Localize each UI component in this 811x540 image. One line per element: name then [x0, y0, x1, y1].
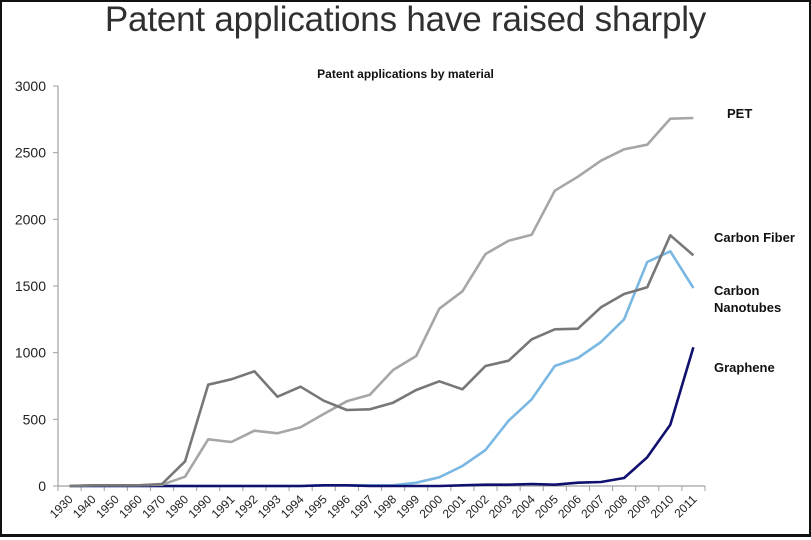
x-tick-label: 2001 — [440, 492, 469, 521]
x-tick-label: 1994 — [278, 492, 307, 521]
y-tick-label: 1500 — [15, 278, 46, 294]
x-tick-label: 2002 — [463, 492, 492, 521]
x-tick-label: 1998 — [370, 492, 399, 521]
series-line-carbon-nanotubes — [69, 250, 695, 488]
series-label-carbon-fiber: Carbon Fiber — [714, 230, 795, 245]
x-tick-label: 2009 — [625, 492, 654, 521]
series-line-graphene — [69, 346, 695, 488]
x-tick-label: 1960 — [116, 492, 145, 521]
x-tick-label: 1930 — [47, 492, 76, 521]
series-label-line: Carbon Fiber — [714, 230, 795, 245]
series-lines — [69, 116, 695, 488]
x-tick-label: 1997 — [347, 492, 376, 521]
x-tick-label: 2008 — [601, 492, 630, 521]
x-tick-label: 1991 — [209, 492, 238, 521]
series-label-line: Nanotubes — [714, 300, 781, 315]
series-label-line: Carbon — [714, 283, 760, 298]
x-tick-label: 1970 — [139, 492, 168, 521]
series-label-pet: PET — [727, 106, 752, 121]
series-line-pet — [69, 116, 694, 488]
series-labels: PET Carbon Fiber Carbon Nanotubes Graphene — [714, 106, 795, 375]
y-tick-label: 1000 — [15, 345, 46, 361]
series-label-line: PET — [727, 106, 752, 121]
x-tick-label: 2006 — [555, 492, 584, 521]
x-tick-label: 1992 — [232, 492, 261, 521]
x-tick-label: 2004 — [509, 492, 538, 521]
series-label-graphene: Graphene — [714, 360, 775, 375]
x-tick-label: 1995 — [301, 492, 330, 521]
y-tick-label: 500 — [23, 411, 47, 427]
x-tick-label: 1940 — [70, 492, 99, 521]
page-title: Patent applications have raised sharply — [104, 0, 707, 39]
x-tick-label: 1990 — [186, 492, 215, 521]
axes: 0 500 1000 1500 2000 2500 3000 1930194019501960… — [15, 78, 706, 521]
x-tick-label: 2007 — [578, 492, 607, 521]
x-tick-label: 2003 — [486, 492, 515, 521]
x-tick-label: 1950 — [93, 492, 122, 521]
x-tick-label: 1996 — [324, 492, 353, 521]
x-tick-label: 2011 — [671, 492, 699, 520]
x-tick-label: 2010 — [648, 492, 677, 521]
series-label-line: Graphene — [714, 360, 775, 375]
chart-title: Patent applications by material — [317, 67, 494, 81]
x-tick-label: 1993 — [255, 492, 284, 521]
series-line-carbon-fiber — [69, 234, 695, 488]
x-tick-label: 2000 — [417, 492, 446, 521]
y-tick-label: 2500 — [15, 145, 46, 161]
x-tick-label: 1980 — [162, 492, 191, 521]
x-tick-label: 1999 — [394, 492, 423, 521]
y-tick-label: 3000 — [15, 78, 46, 94]
y-tick-label: 0 — [38, 478, 46, 494]
y-tick-label: 2000 — [15, 211, 46, 227]
series-label-carbon-nanotubes: Carbon Nanotubes — [714, 283, 781, 315]
x-tick-label: 2005 — [532, 492, 561, 521]
